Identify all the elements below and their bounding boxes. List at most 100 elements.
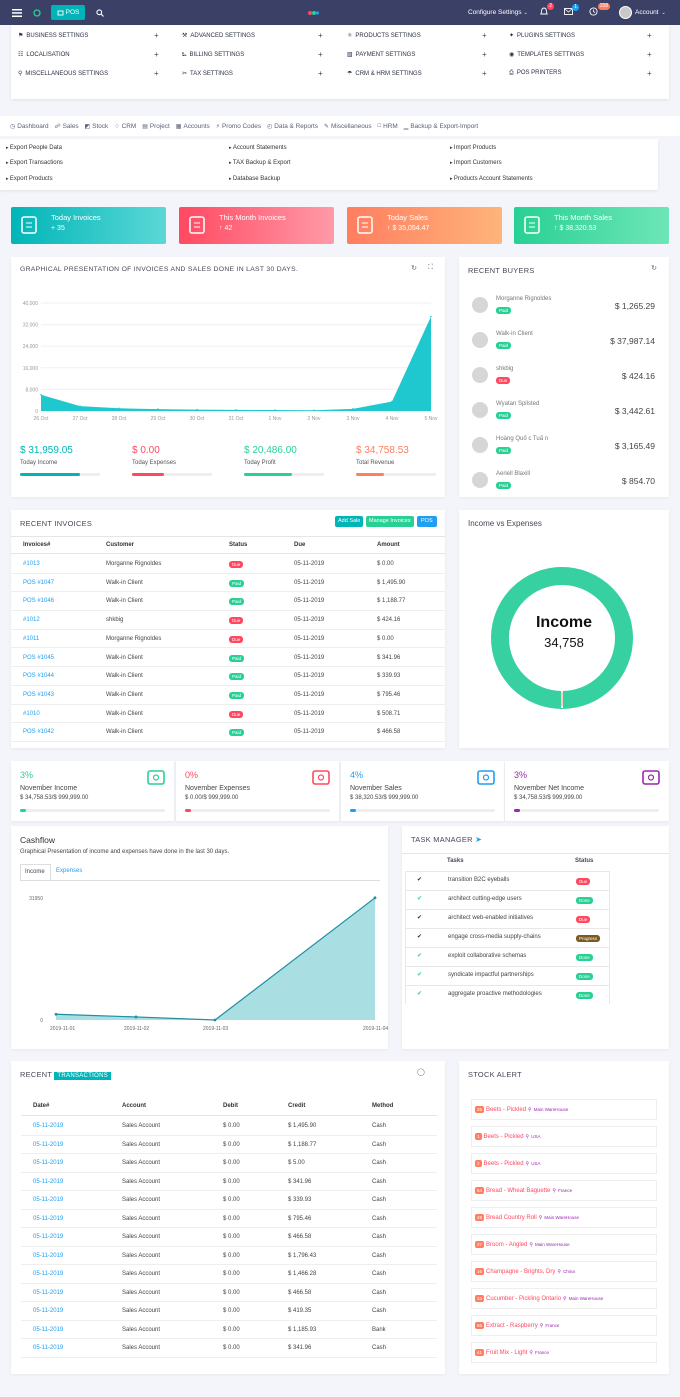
settings-item-plugins-settings[interactable]: ✦ PLUGINS SETTINGS [509, 32, 575, 39]
nav-item-stock[interactable]: ◩ Stock [85, 123, 109, 130]
subnav-item-account-statements[interactable]: ▸ Account Statements [229, 145, 287, 151]
subnav-item-export-products[interactable]: ▸ Export Products [6, 176, 53, 182]
plus-icon[interactable]: + [482, 69, 487, 78]
plus-icon[interactable]: + [647, 50, 652, 59]
subnav-item-export-transactions[interactable]: ▸ Export Transactions [6, 160, 63, 166]
plus-icon[interactable]: + [318, 31, 323, 40]
add-sale-button[interactable]: Add Sale [335, 516, 364, 527]
buyer-row[interactable]: Hoàng Quố c Tuấ n Paid $ 3,165.49 [459, 435, 669, 465]
invoice-number-link[interactable]: POS #1047 [23, 579, 55, 586]
subnav-item-database-backup[interactable]: ▸ Database Backup [229, 176, 280, 182]
notifications-button[interactable]: 2 [540, 0, 554, 25]
column-header[interactable]: Account [122, 1103, 146, 1109]
column-header[interactable]: Amount [377, 542, 400, 548]
column-header[interactable]: Customer [106, 542, 135, 548]
menu-toggle-button[interactable] [12, 0, 22, 25]
nav-item-promo-codes[interactable]: ⚡ Promo Codes [216, 123, 261, 130]
manage-invoices-button[interactable]: Manage Invoices [366, 516, 414, 527]
stat-card-today-invoices[interactable]: Today Invoices + 35 [11, 207, 166, 244]
plus-icon[interactable]: + [482, 31, 487, 40]
plus-icon[interactable]: + [647, 31, 652, 40]
nav-item-hrm[interactable]: □ HRM [378, 123, 398, 130]
nav-item-dashboard[interactable]: ◷ Dashboard [10, 123, 49, 130]
subnav-item-export-people-data[interactable]: ▸ Export People Data [6, 145, 62, 151]
month-stat-november-sales[interactable]: 4% November Sales $ 38,320.53/$ 999,999.00 [341, 761, 504, 821]
brand-logo-icon[interactable] [33, 0, 41, 25]
settings-item-billing-settings[interactable]: ⛡ BILLING SETTINGS [182, 51, 244, 59]
transaction-date-link[interactable]: 05-11-2019 [33, 1197, 64, 1203]
month-stat-november-income[interactable]: 3% November Income $ 34,758.53/$ 999,999.0… [11, 761, 174, 821]
column-header[interactable]: Invoices# [23, 542, 51, 548]
invoice-number-link[interactable]: #1010 [23, 710, 40, 717]
search-button[interactable] [96, 0, 104, 25]
stock-item[interactable]: 54 Bread - Wheat Baguette ⚲ France [471, 1180, 657, 1201]
transaction-date-link[interactable]: 05-11-2019 [33, 1160, 64, 1166]
arrow-circle-right-icon[interactable]: ➤ [475, 835, 483, 844]
transaction-date-link[interactable]: 05-11-2019 [33, 1215, 64, 1222]
tab-expenses[interactable]: Expenses [56, 868, 83, 874]
buyer-row[interactable]: Walk-in Client Paid $ 37,987.14 [459, 330, 669, 360]
invoice-number-link[interactable]: POS #1045 [23, 654, 55, 661]
task-row[interactable]: ✔ engage cross-media supply-chains Progres… [405, 928, 610, 947]
tab-income[interactable]: Income [20, 864, 51, 880]
nav-item-miscellaneous[interactable]: ✎ Miscellaneous [324, 123, 372, 130]
column-header[interactable]: Debit [223, 1103, 238, 1109]
plus-icon[interactable]: + [154, 69, 159, 78]
buyer-row[interactable]: Wyatan Spilsted Paid $ 3,442.61 [459, 400, 669, 430]
invoice-number-link[interactable]: #1011 [23, 635, 40, 642]
expand-icon[interactable]: ⛶ [428, 264, 433, 271]
reload-icon[interactable]: ↻ [651, 265, 657, 272]
transaction-date-link[interactable]: 05-11-2019 [33, 1345, 64, 1351]
settings-item-tax-settings[interactable]: ✂ TAX SETTINGS [182, 70, 233, 77]
nav-item-sales[interactable]: ☍ Sales [55, 123, 79, 130]
task-row[interactable]: ✔ architect web-enabled initiatives Due [405, 909, 610, 928]
settings-item-products-settings[interactable]: ⚛ PRODUCTS SETTINGS [347, 32, 421, 39]
transaction-date-link[interactable]: 05-11-2019 [33, 1123, 64, 1129]
pos-invoice-button[interactable]: POS [417, 516, 437, 527]
pos-button[interactable]: POS [51, 5, 85, 20]
settings-item-pos-printers[interactable]: ⎙ POS PRINTERS [509, 70, 562, 77]
transaction-date-link[interactable]: 05-11-2019 [33, 1141, 64, 1148]
plus-icon[interactable]: + [154, 31, 159, 40]
task-row[interactable]: ✔ transition B2C eyeballs Due [405, 871, 610, 890]
task-row[interactable]: ✔ exploit collaborative schemas Done [405, 947, 610, 966]
stock-item[interactable]: 27 Broom - Angled ⚲ Main WareHouse [471, 1234, 657, 1255]
settings-item-payment-settings[interactable]: ▧ PAYMENT SETTINGS [347, 51, 415, 58]
settings-item-business-settings[interactable]: ⚑ BUSINESS SETTINGS [18, 32, 88, 39]
invoice-number-link[interactable]: POS #1044 [23, 673, 55, 680]
transaction-date-link[interactable]: 05-11-2019 [33, 1178, 64, 1185]
settings-item-crm-hrm-settings[interactable]: ☂ CRM & HRM SETTINGS [347, 70, 422, 77]
column-header[interactable]: Credit [288, 1103, 306, 1109]
stock-item[interactable]: 33 Cucumber - Pickling Ontario ⚲ Main WareH… [471, 1288, 657, 1309]
subnav-item-import-customers[interactable]: ▸ Import Customers [450, 160, 502, 166]
invoice-number-link[interactable]: #1012 [23, 617, 40, 624]
invoice-number-link[interactable]: #1013 [23, 561, 40, 567]
settings-item-advanced-settings[interactable]: ⚒ ADVANCED SETTINGS [182, 32, 255, 39]
transaction-date-link[interactable]: 05-11-2019 [33, 1326, 64, 1333]
plus-icon[interactable]: + [482, 50, 487, 59]
plus-icon[interactable]: + [647, 69, 652, 78]
nav-item-crm[interactable]: ♢ CRM [114, 123, 136, 130]
nav-item-project[interactable]: ▤ Project [142, 123, 170, 130]
month-stat-november-net-income[interactable]: 3% November Net Income $ 34,758.53/$ 999,9… [505, 761, 669, 821]
invoice-number-link[interactable]: POS #1046 [23, 598, 55, 605]
invoice-number-link[interactable]: POS #1043 [23, 691, 55, 698]
stock-item[interactable]: 25 Beets - Pickled ⚲ Main WareHouse [471, 1099, 657, 1120]
subnav-item-import-products[interactable]: ▸ Import Products [450, 145, 496, 151]
column-header[interactable]: Due [294, 542, 306, 548]
subnav-item-tax-backup-export[interactable]: ▸ TAX Backup & Export [229, 160, 291, 166]
task-row[interactable]: ✔ aggregate proactive methodologies Done [405, 985, 610, 1004]
plus-icon[interactable]: + [318, 69, 323, 78]
stock-item[interactable]: 16 Champagne - Brights, Dry ⚲ China [471, 1261, 657, 1282]
nav-item-backup-export-import[interactable]: ▁ Backup & Export-Import [404, 123, 478, 130]
invoice-number-link[interactable]: POS #1042 [23, 729, 55, 736]
stock-item[interactable]: 2 Beets - Pickled ⚲ USA [471, 1153, 657, 1174]
messages-button[interactable]: 1 [564, 0, 579, 25]
subnav-item-products-account-statements[interactable]: ▸ Products Account Statements [450, 176, 533, 182]
settings-item-templates-settings[interactable]: ◉ TEMPLATES SETTINGS [509, 51, 584, 58]
column-header[interactable]: Status [229, 542, 248, 548]
transaction-date-link[interactable]: 05-11-2019 [33, 1289, 64, 1296]
account-dropdown[interactable]: Account ⌄ [619, 0, 666, 25]
stock-item[interactable]: 1 Beets - Pickled ⚲ USA [471, 1126, 657, 1147]
buyer-row[interactable]: Aeriell Blaxill Paid $ 854.70 [459, 470, 669, 497]
